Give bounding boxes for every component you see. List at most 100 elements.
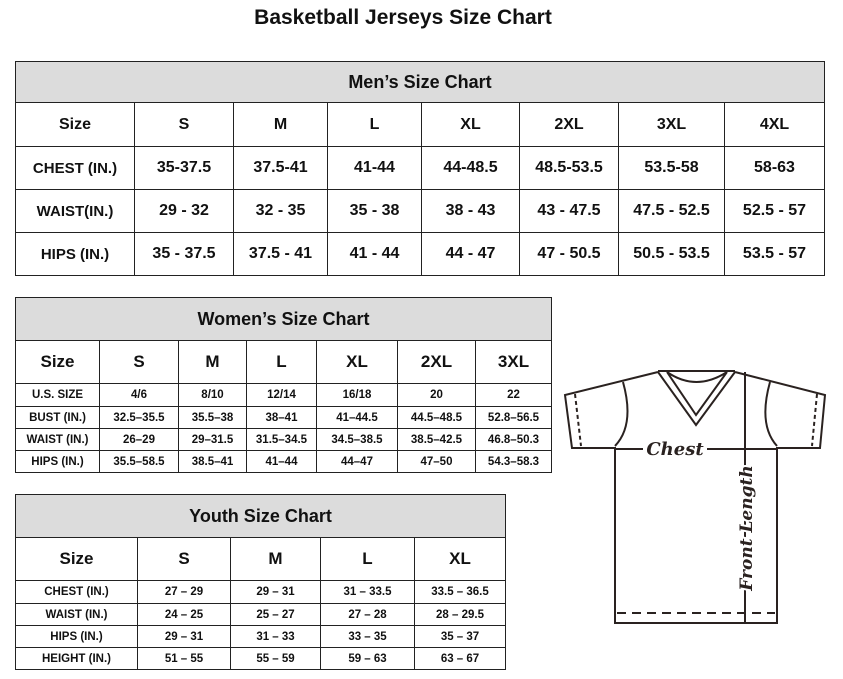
row-label: CHEST (IN.) — [15, 146, 135, 190]
cell: 35-37.5 — [134, 146, 234, 190]
cell: 41-44 — [327, 146, 422, 190]
cell: 38 - 43 — [421, 189, 520, 233]
cell: 27 – 29 — [137, 580, 231, 604]
header-cell: Size — [15, 340, 100, 384]
collar — [657, 370, 736, 427]
chest-label: Chest — [646, 439, 704, 460]
cell: 50.5 - 53.5 — [618, 232, 725, 276]
table-row: CHEST (IN.) 27 – 29 29 – 31 31 – 33.5 33.5 –… — [15, 580, 507, 604]
cell: 16/18 — [316, 383, 398, 407]
cell: 35 – 37 — [413, 625, 507, 648]
cell: 35 - 37.5 — [134, 232, 234, 276]
cell: 12/14 — [246, 383, 317, 407]
row-label: HIPS (IN.) — [15, 450, 100, 473]
header-cell: M — [178, 340, 247, 384]
cell: 34.5–38.5 — [316, 428, 398, 451]
front-length-label: Front Length — [737, 465, 757, 591]
table-header-row: Size S M L XL 2XL 3XL 4XL — [15, 102, 825, 147]
youth-size-table: Youth Size Chart Size S M L XL CHEST (IN.) 27… — [14, 494, 507, 670]
cell: 63 – 67 — [413, 647, 507, 670]
cell: 35.5–38 — [178, 406, 247, 429]
header-cell: Size — [15, 537, 138, 581]
cell: 26–29 — [99, 428, 179, 451]
cell: 27 – 28 — [320, 603, 415, 626]
jersey-measurement-diagram: Chest Front Length — [563, 370, 827, 624]
row-label: HIPS (IN.) — [15, 625, 138, 648]
table-row: BUST (IN.) 32.5–35.5 35.5–38 38–41 41–44.5 44… — [15, 406, 553, 429]
header-cell: L — [320, 537, 415, 581]
cell: 31 – 33.5 — [320, 580, 415, 604]
table-header-row: Size S M L XL 2XL 3XL — [15, 340, 553, 384]
cell: 4/6 — [99, 383, 179, 407]
table-row: HIPS (IN.) 29 – 31 31 – 33 33 – 35 35 – 37 — [15, 625, 507, 648]
cell: 35.5–58.5 — [99, 450, 179, 473]
row-label: U.S. SIZE — [15, 383, 100, 407]
cell: 47.5 - 52.5 — [618, 189, 725, 233]
header-cell: 4XL — [724, 102, 825, 147]
header-cell: S — [134, 102, 234, 147]
page-title: Basketball Jerseys Size Chart — [254, 6, 552, 29]
cell: 52.8–56.5 — [474, 406, 553, 429]
table-row: WAIST (IN.) 24 – 25 25 – 27 27 – 28 28 – 29.… — [15, 603, 507, 626]
cell: 52.5 - 57 — [724, 189, 825, 233]
cell: 29 - 32 — [134, 189, 234, 233]
cell: 47–50 — [397, 450, 476, 473]
cell: 22 — [474, 383, 553, 407]
cell: 33.5 – 36.5 — [413, 580, 507, 604]
row-label: WAIST (IN.) — [15, 603, 138, 626]
row-label: CHEST (IN.) — [15, 580, 138, 604]
cell: 48.5-53.5 — [519, 146, 619, 190]
row-label: BUST (IN.) — [15, 406, 100, 429]
cell: 29 – 31 — [137, 625, 231, 648]
header-cell: L — [327, 102, 422, 147]
header-cell: 2XL — [397, 340, 476, 384]
header-cell: 3XL — [474, 340, 553, 384]
cell: 51 – 55 — [137, 647, 231, 670]
jersey-outline — [563, 371, 827, 624]
cell: 29–31.5 — [178, 428, 247, 451]
cell: 54.3–58.3 — [474, 450, 553, 473]
row-label: HIPS (IN.) — [15, 232, 135, 276]
cell: 47 - 50.5 — [519, 232, 619, 276]
header-cell: XL — [421, 102, 520, 147]
cell: 46.8–50.3 — [474, 428, 553, 451]
header-cell: L — [246, 340, 317, 384]
cell: 44 - 47 — [421, 232, 520, 276]
table-row: WAIST(IN.) 29 - 32 32 - 35 35 - 38 38 - 43 43… — [15, 189, 825, 233]
cell: 53.5 - 57 — [724, 232, 825, 276]
cell: 38.5–42.5 — [397, 428, 476, 451]
header-cell: 2XL — [519, 102, 619, 147]
cell: 8/10 — [178, 383, 247, 407]
header-cell: 3XL — [618, 102, 725, 147]
row-label: HEIGHT (IN.) — [15, 647, 138, 670]
cell: 28 – 29.5 — [413, 603, 507, 626]
cell: 37.5-41 — [233, 146, 328, 190]
row-label: WAIST (IN.) — [15, 428, 100, 451]
cell: 24 – 25 — [137, 603, 231, 626]
cell: 59 – 63 — [320, 647, 415, 670]
cell: 29 – 31 — [230, 580, 321, 604]
header-cell: XL — [316, 340, 398, 384]
header-cell: Size — [15, 102, 135, 147]
cell: 37.5 - 41 — [233, 232, 328, 276]
womens-size-table: Women’s Size Chart Size S M L XL 2XL 3XL U.S. … — [14, 297, 553, 473]
cell: 44-48.5 — [421, 146, 520, 190]
header-cell: S — [137, 537, 231, 581]
cell: 31.5–34.5 — [246, 428, 317, 451]
header-cell: M — [233, 102, 328, 147]
mens-caption: Men’s Size Chart — [15, 61, 825, 103]
cell: 41–44.5 — [316, 406, 398, 429]
cell: 31 – 33 — [230, 625, 321, 648]
header-cell: S — [99, 340, 179, 384]
cell: 44.5–48.5 — [397, 406, 476, 429]
mens-size-table: Men’s Size Chart Size S M L XL 2XL 3XL 4XL CHES… — [15, 61, 825, 276]
table-header-row: Size S M L XL — [15, 537, 507, 581]
cell: 58-63 — [724, 146, 825, 190]
cell: 32 - 35 — [233, 189, 328, 233]
cell: 41 - 44 — [327, 232, 422, 276]
armhole-seams — [614, 381, 778, 447]
cell: 44–47 — [316, 450, 398, 473]
table-row: CHEST (IN.) 35-37.5 37.5-41 41-44 44-48.5 48.… — [15, 146, 825, 190]
table-row: HIPS (IN.) 35.5–58.5 38.5–41 41–44 44–47 47–5… — [15, 450, 553, 473]
header-cell: XL — [413, 537, 507, 581]
